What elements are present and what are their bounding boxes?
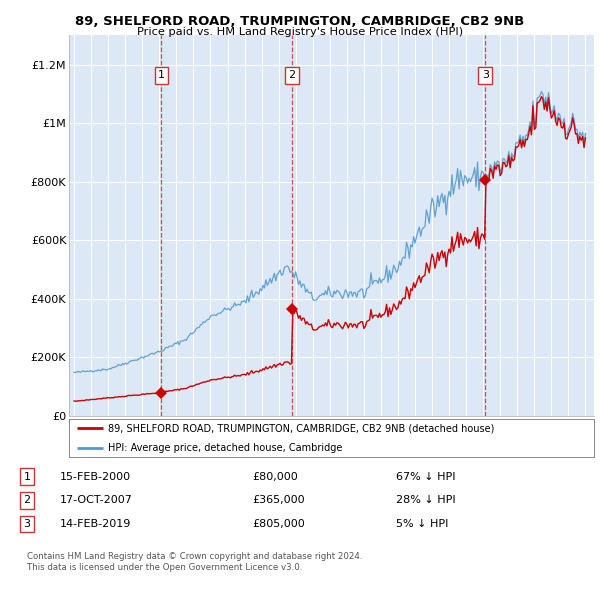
Text: 67% ↓ HPI: 67% ↓ HPI: [396, 472, 455, 481]
Text: 5% ↓ HPI: 5% ↓ HPI: [396, 519, 448, 529]
Text: £805,000: £805,000: [252, 519, 305, 529]
Text: Contains HM Land Registry data © Crown copyright and database right 2024.: Contains HM Land Registry data © Crown c…: [27, 552, 362, 561]
Text: This data is licensed under the Open Government Licence v3.0.: This data is licensed under the Open Gov…: [27, 563, 302, 572]
Text: 2: 2: [289, 70, 296, 80]
Text: 14-FEB-2019: 14-FEB-2019: [60, 519, 131, 529]
Text: 89, SHELFORD ROAD, TRUMPINGTON, CAMBRIDGE, CB2 9NB: 89, SHELFORD ROAD, TRUMPINGTON, CAMBRIDG…: [76, 15, 524, 28]
Text: £80,000: £80,000: [252, 472, 298, 481]
Text: 3: 3: [23, 519, 31, 529]
Text: 15-FEB-2000: 15-FEB-2000: [60, 472, 131, 481]
Text: Price paid vs. HM Land Registry's House Price Index (HPI): Price paid vs. HM Land Registry's House …: [137, 27, 463, 37]
Text: 3: 3: [482, 70, 489, 80]
Text: 1: 1: [158, 70, 165, 80]
Text: 17-OCT-2007: 17-OCT-2007: [60, 496, 133, 505]
Text: HPI: Average price, detached house, Cambridge: HPI: Average price, detached house, Camb…: [109, 442, 343, 453]
Text: 1: 1: [23, 472, 31, 481]
Text: 2: 2: [23, 496, 31, 505]
Text: 89, SHELFORD ROAD, TRUMPINGTON, CAMBRIDGE, CB2 9NB (detached house): 89, SHELFORD ROAD, TRUMPINGTON, CAMBRIDG…: [109, 424, 495, 434]
Text: 28% ↓ HPI: 28% ↓ HPI: [396, 496, 455, 505]
Text: £365,000: £365,000: [252, 496, 305, 505]
